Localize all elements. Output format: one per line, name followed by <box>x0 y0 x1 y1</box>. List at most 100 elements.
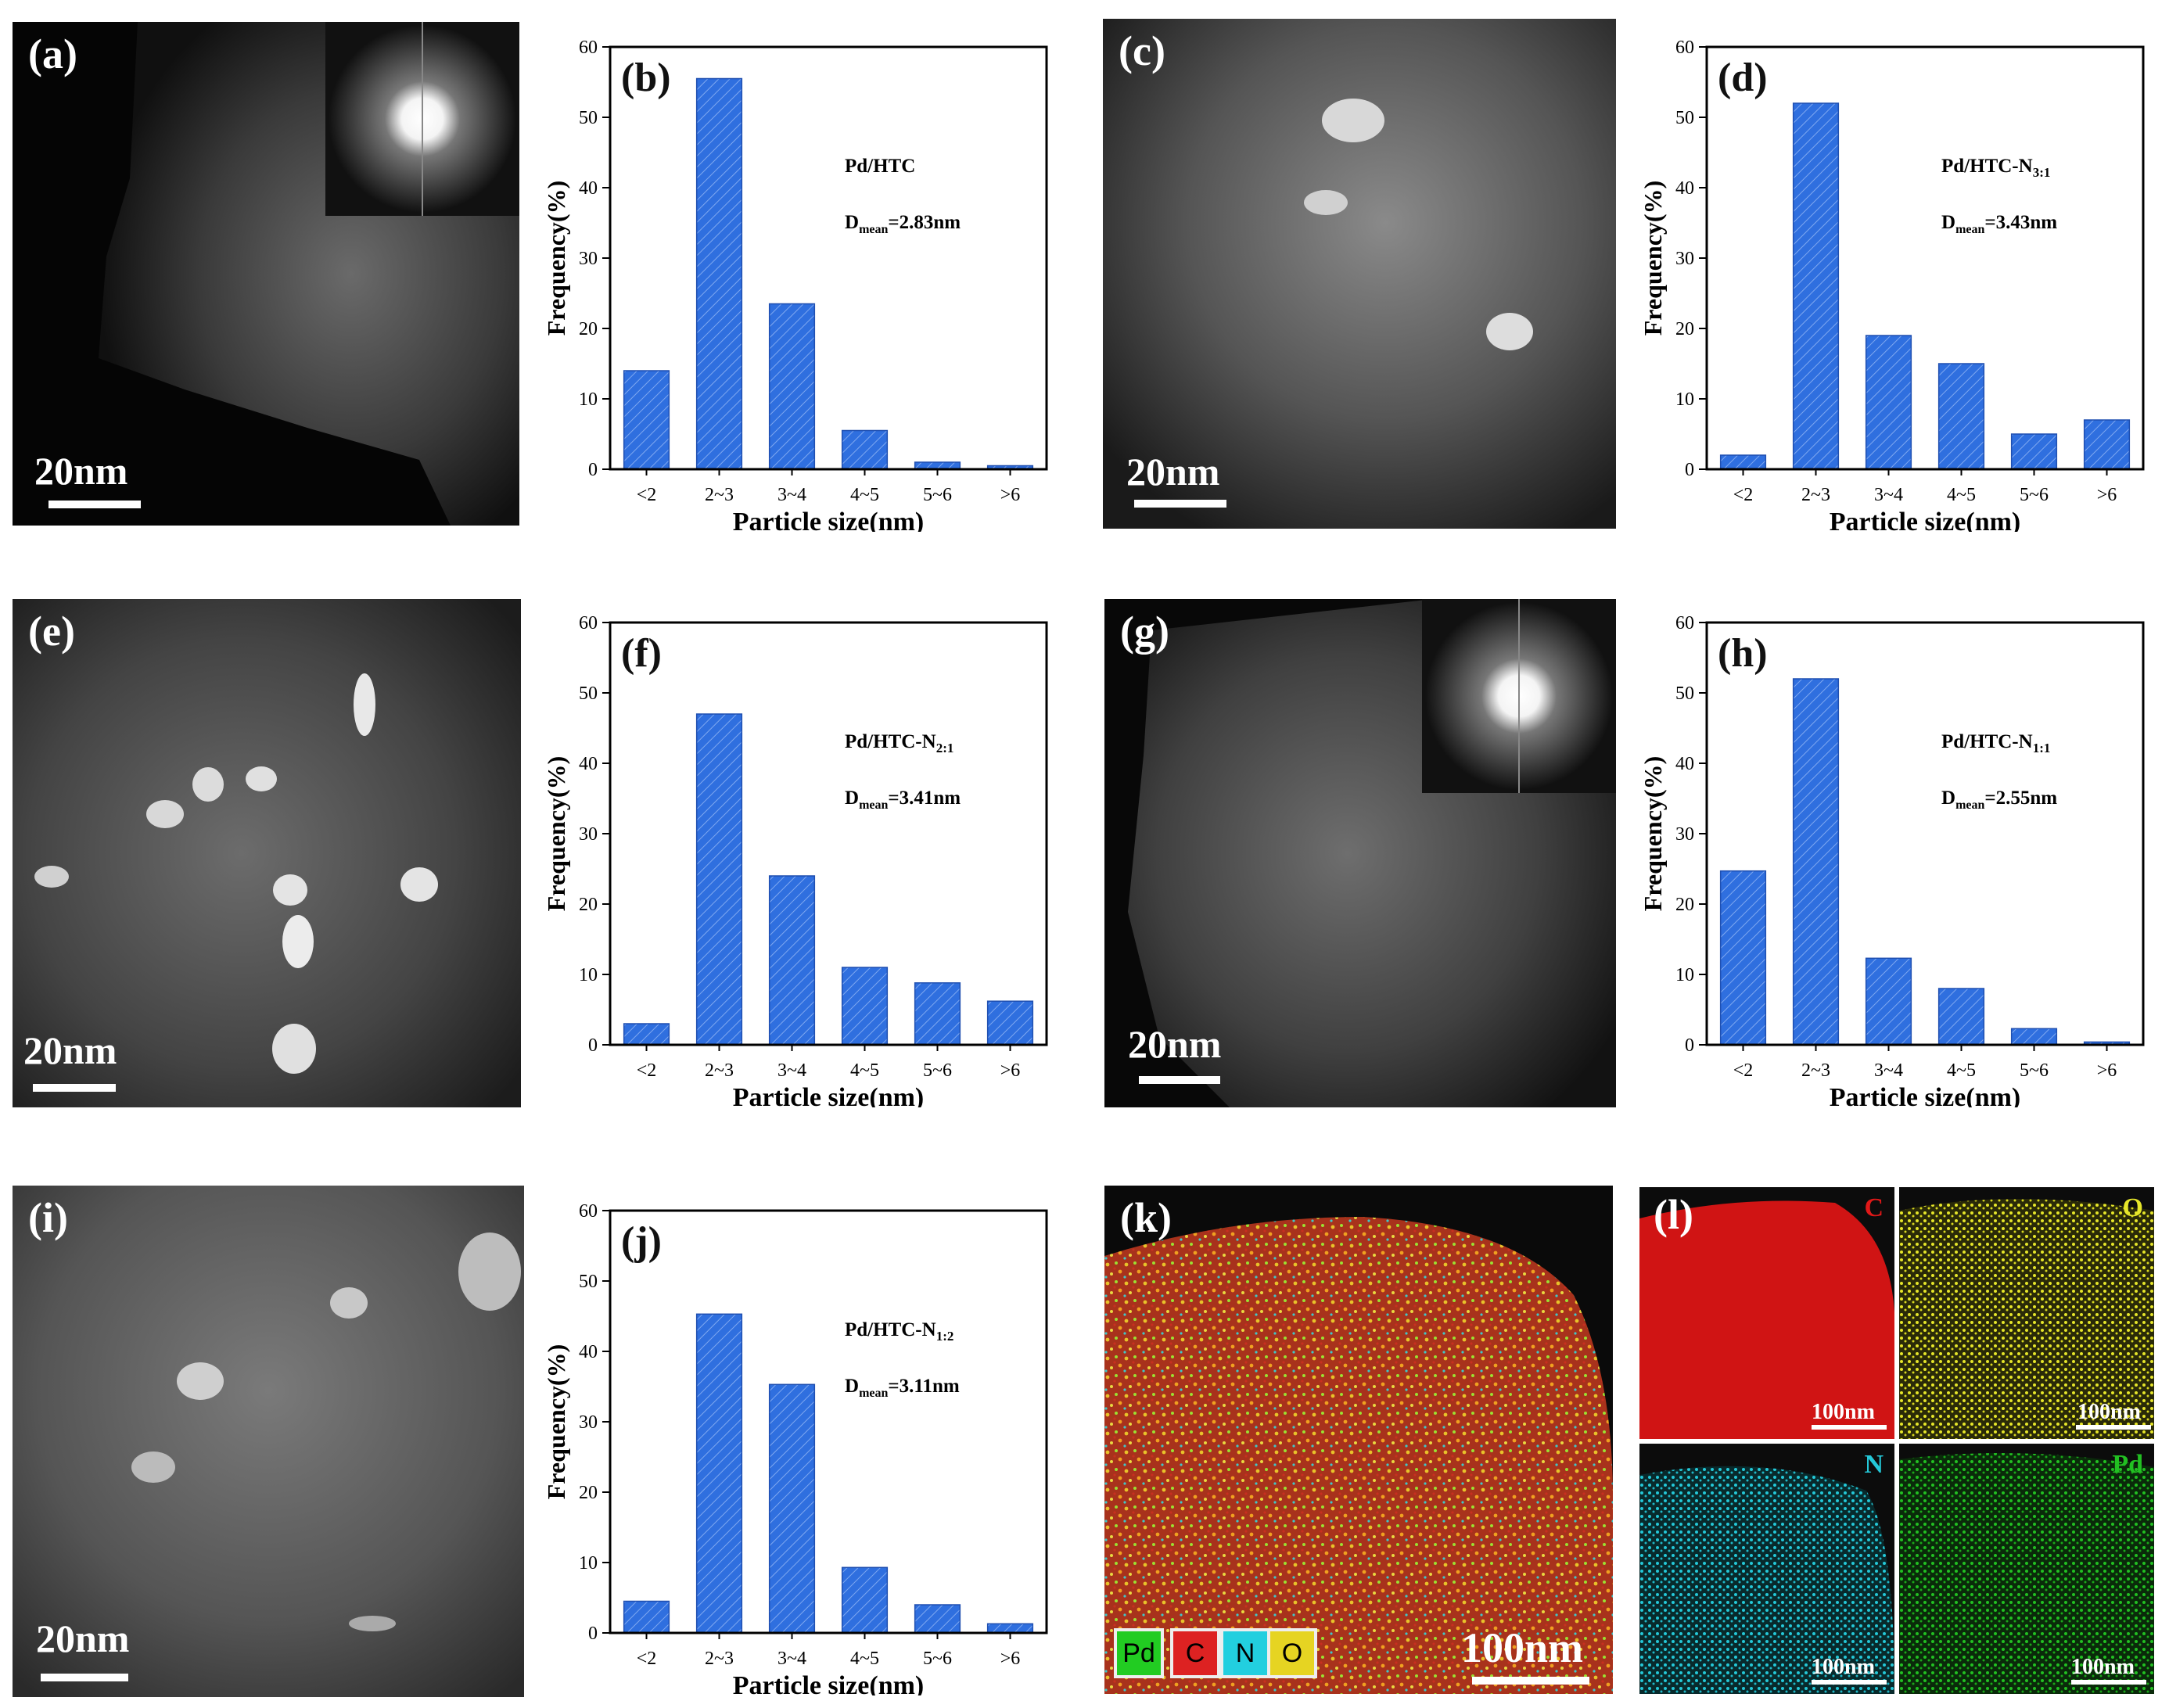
y-tick-label: 10 <box>1675 389 1694 410</box>
micrograph-c-image <box>1103 19 1616 529</box>
x-tick-label: 2~3 <box>705 1060 734 1081</box>
diffraction-inset <box>325 22 519 216</box>
panel-label-l: (l) <box>1654 1191 1693 1238</box>
bar-1 <box>695 77 743 470</box>
bar-0 <box>1719 870 1767 1046</box>
scale-bar-k <box>1472 1677 1589 1685</box>
bar-4 <box>914 1604 961 1634</box>
map-scale-text-c: 100nm <box>1812 1400 1875 1424</box>
x-tick-label: >6 <box>1000 485 1021 505</box>
x-tick-label: 4~5 <box>850 1060 879 1081</box>
sample-name: Pd/HTC-N2:1 <box>845 731 953 755</box>
y-tick-label: 30 <box>579 1412 598 1433</box>
x-tick-label: <2 <box>637 1060 657 1081</box>
x-tick-label: 5~6 <box>923 1649 952 1669</box>
x-tick-label: 5~6 <box>2020 485 2049 505</box>
scale-bar-i <box>41 1674 128 1681</box>
sample-name: Pd/HTC-N1:2 <box>845 1319 953 1344</box>
dmean-value: =2.83nm <box>888 212 961 233</box>
map-label-c: C <box>1864 1193 1884 1222</box>
chart-h-svg: <2 2~3 3~4 4~5 5~6 >6 0 10 20 30 40 50 60 Particle si… <box>1639 613 2145 1112</box>
scale-text-c: 20nm <box>1126 450 1220 493</box>
chart-j: <2 2~3 3~4 4~5 5~6 >6 0 10 20 30 40 50 60 Particle si… <box>538 1179 1062 1700</box>
y-tick-label: 50 <box>1675 108 1694 128</box>
y-tick-label: 20 <box>579 319 598 339</box>
x-axis-label: Particle size(nm) <box>733 1671 925 1695</box>
scale-text-i: 20nm <box>36 1616 130 1660</box>
micrograph-e: (e) 20nm <box>13 599 521 1107</box>
bar-4 <box>914 982 961 1046</box>
bar-2 <box>1865 335 1912 470</box>
sample-name: Pd/HTC <box>845 156 915 177</box>
plot-frame <box>1705 621 2145 1046</box>
bar-1 <box>695 713 743 1046</box>
y-tick-label: 30 <box>1675 824 1694 845</box>
x-tick-label: 2~3 <box>705 1649 734 1669</box>
bar-3 <box>841 1566 889 1634</box>
bar-2 <box>1865 957 1912 1046</box>
y-tick-label: 40 <box>579 178 598 199</box>
panel-label-e: (e) <box>28 608 75 655</box>
legend-n: N <box>1220 1628 1270 1678</box>
micrograph-a: (a) 20nm <box>13 22 519 526</box>
y-tick-label: 20 <box>579 895 598 915</box>
y-tick-label: 20 <box>1675 319 1694 339</box>
x-tick-label: <2 <box>1733 485 1754 505</box>
y-tick-label: 0 <box>588 1624 598 1644</box>
map-pd: Pd 100nm <box>1899 1444 2154 1694</box>
bar-3 <box>841 967 889 1046</box>
bar-3 <box>1937 363 1985 470</box>
y-tick-label: 40 <box>579 1342 598 1362</box>
bar-3 <box>841 429 889 470</box>
y-tick-label: 60 <box>579 613 598 633</box>
micrograph-e-image <box>13 599 521 1107</box>
plot-frame <box>609 45 1048 471</box>
x-tick-label: 4~5 <box>850 1649 879 1669</box>
dmean-value: =2.55nm <box>1984 788 2057 809</box>
x-axis-label: Particle size(nm) <box>733 508 925 532</box>
x-tick-label: 4~5 <box>1947 485 1976 505</box>
bar-0 <box>623 370 670 470</box>
x-tick-label: >6 <box>1000 1649 1021 1669</box>
panel-label-j: (j) <box>621 1219 662 1264</box>
y-tick-label: 30 <box>579 824 598 845</box>
map-n: N 100nm <box>1639 1444 1894 1694</box>
map-c: C 100nm <box>1639 1187 1894 1439</box>
bar-2 <box>768 1383 816 1634</box>
map-scale-bar-pd <box>2071 1680 2146 1685</box>
diffraction-inset <box>1422 599 1616 793</box>
micrograph-i: (i) 20nm <box>13 1186 524 1697</box>
dmean-subscript: mean <box>1955 798 1984 812</box>
chart-b-svg: <2 2~3 3~4 4~5 5~6 >6 0 10 20 30 40 50 60 Particle si… <box>542 38 1048 536</box>
eds-overlay-image <box>1104 1186 1613 1694</box>
bar-1 <box>1792 102 1840 470</box>
y-tick-label: 50 <box>579 684 598 704</box>
y-tick-label: 10 <box>1675 965 1694 985</box>
x-tick-label: 2~3 <box>705 485 734 505</box>
dmean-annotation: Dmean=2.55nm <box>1941 788 2057 812</box>
panel-label-b: (b) <box>621 56 671 100</box>
panel-label-d: (d) <box>1718 56 1768 100</box>
dmean-annotation: Dmean=2.83nm <box>845 212 961 236</box>
x-tick-label: 3~4 <box>777 1060 806 1081</box>
dmean-annotation: Dmean=3.41nm <box>845 788 961 812</box>
bar-3 <box>1937 988 1985 1046</box>
panel-label-g: (g) <box>1120 608 1169 655</box>
dmean-annotation: Dmean=3.43nm <box>1941 212 2057 236</box>
x-axis-label: Particle size(nm) <box>1830 1083 2021 1107</box>
dmean-value: =3.43nm <box>1984 212 2057 233</box>
legend-c: C <box>1170 1628 1220 1678</box>
dmean-subscript: mean <box>859 223 888 236</box>
y-tick-label: 50 <box>579 108 598 128</box>
bar-4 <box>2010 1028 2058 1046</box>
map-scale-bar-o <box>2076 1425 2151 1430</box>
sample-name: Pd/HTC-N1:1 <box>1941 731 2050 755</box>
bar-5 <box>2083 419 2131 470</box>
sample-subscript: 1:1 <box>2033 741 2051 755</box>
bar-0 <box>623 1600 670 1634</box>
bar-0 <box>623 1023 670 1046</box>
y-tick-label: 10 <box>579 1553 598 1573</box>
panel-label-f: (f) <box>621 631 662 676</box>
plot-frame <box>1705 45 2145 471</box>
scale-bar-g <box>1139 1076 1220 1084</box>
